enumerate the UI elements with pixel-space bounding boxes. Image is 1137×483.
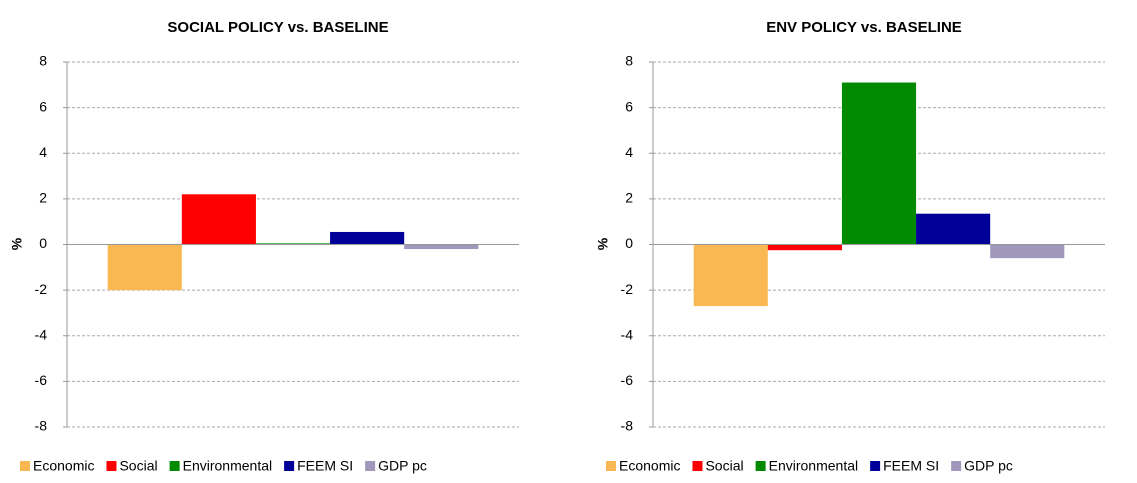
- legend-label: Environmental: [183, 458, 273, 474]
- y-tick-label: -4: [621, 326, 634, 342]
- legend-swatch: [169, 461, 180, 471]
- bar: [990, 244, 1065, 259]
- legend-swatch: [284, 461, 295, 471]
- y-tick-label: -6: [35, 372, 48, 388]
- y-tick-label: 4: [39, 144, 47, 160]
- legend-label: GDP pc: [964, 458, 1013, 474]
- y-tick-label: -8: [621, 418, 634, 434]
- bar: [841, 82, 917, 245]
- legend-swatch: [20, 461, 30, 471]
- legend-swatch: [692, 461, 703, 471]
- legend-label: Social: [119, 458, 157, 474]
- legend-label: Economic: [33, 458, 94, 474]
- legend-swatch: [951, 461, 962, 471]
- legend-swatch: [106, 461, 117, 471]
- y-tick-label: 6: [625, 98, 633, 114]
- y-tick-label: -6: [621, 372, 634, 388]
- legend-swatch: [755, 461, 766, 471]
- legend-label: GDP pc: [378, 458, 427, 474]
- y-tick-label: 0: [625, 235, 633, 251]
- chart: SOCIAL POLICY vs. BASELINE% -8 -6 -4 -2 0 2 4 6 8…: [9, 19, 519, 474]
- legend-swatch: [870, 461, 881, 471]
- legend-label: Economic: [619, 458, 680, 474]
- legend-label: FEEM SI: [297, 458, 353, 474]
- bar: [107, 244, 182, 291]
- bar: [255, 243, 331, 245]
- y-axis-label: %: [9, 237, 25, 250]
- chart-title: SOCIAL POLICY vs. BASELINE: [167, 19, 388, 36]
- bar: [404, 244, 479, 250]
- y-tick-label: 0: [39, 235, 47, 251]
- bar: [181, 194, 256, 245]
- y-tick-label: 8: [39, 53, 47, 69]
- legend-swatch: [606, 461, 616, 471]
- y-tick-label: -8: [35, 418, 48, 434]
- chart-title: ENV POLICY vs. BASELINE: [766, 19, 962, 36]
- legend-label: FEEM SI: [883, 458, 939, 474]
- bar: [693, 244, 768, 307]
- legend-label: Social: [705, 458, 743, 474]
- legend-label: Environmental: [769, 458, 859, 474]
- y-tick-label: -4: [35, 326, 48, 342]
- y-tick-label: 2: [625, 190, 633, 206]
- y-tick-label: 4: [625, 144, 633, 160]
- y-tick-label: 6: [39, 98, 47, 114]
- y-tick-label: 2: [39, 190, 47, 206]
- y-tick-label: -2: [35, 281, 48, 297]
- y-tick-label: -2: [621, 281, 634, 297]
- bar: [767, 244, 842, 251]
- y-tick-label: 8: [625, 53, 633, 69]
- bar: [916, 213, 991, 245]
- chart: ENV POLICY vs. BASELINE% -8 -6 -4 -2 0 2 4 6 8 Eco…: [595, 19, 1105, 474]
- bar: [330, 231, 405, 245]
- legend-swatch: [365, 461, 376, 471]
- y-axis-label: %: [595, 237, 611, 250]
